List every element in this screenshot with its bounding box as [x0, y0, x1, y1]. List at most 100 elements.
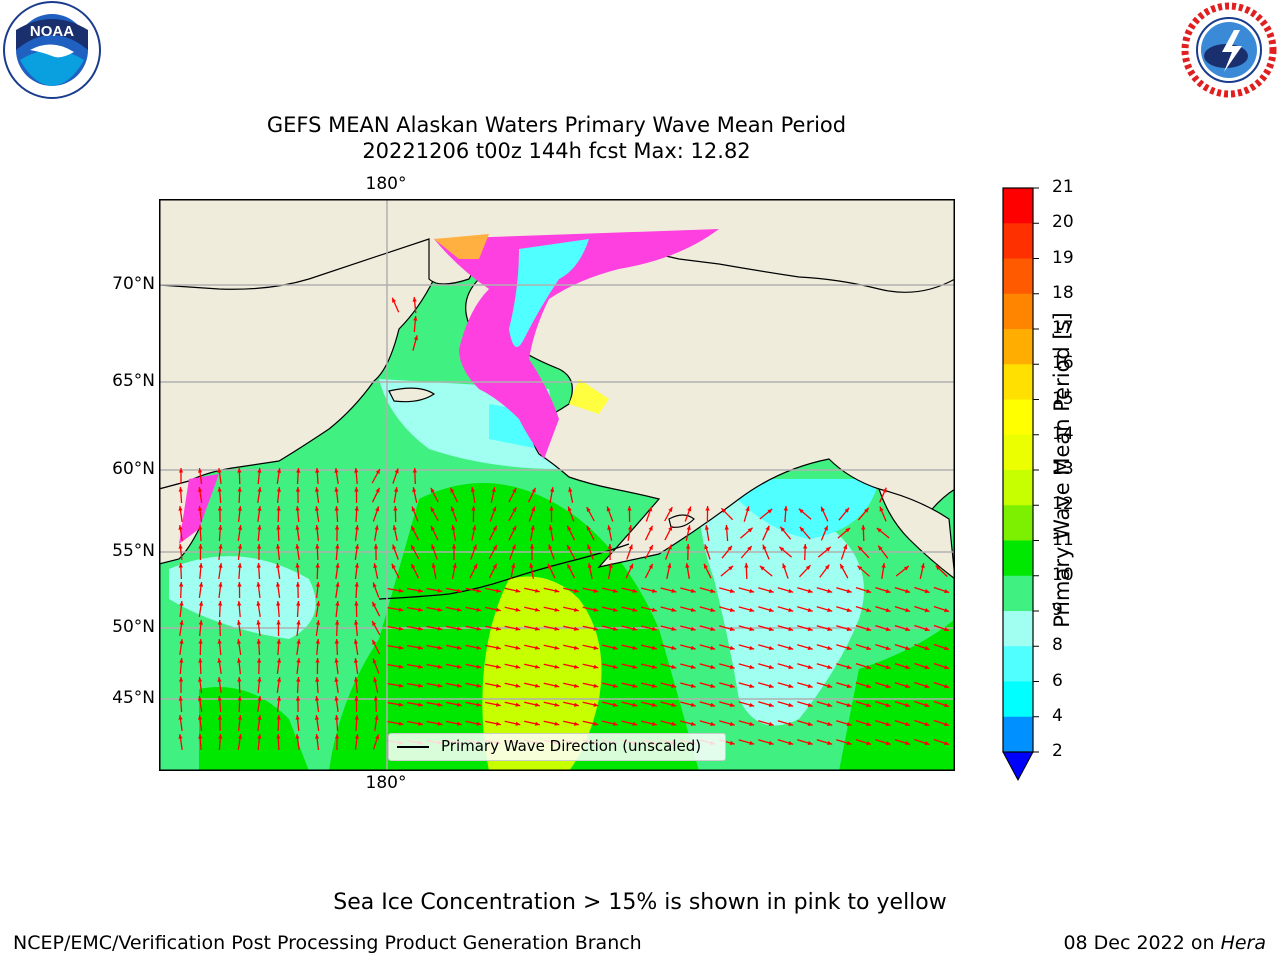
wave-arrow [465, 587, 482, 593]
wave-arrow [412, 335, 418, 351]
wave-arrow [469, 563, 478, 579]
wave-arrow [373, 563, 379, 579]
wave-arrow [354, 544, 360, 560]
lon-label-bottom: 180° [365, 773, 407, 793]
wave-arrow [875, 681, 891, 689]
wave-arrow [602, 701, 618, 707]
nws-logo [1178, 0, 1280, 104]
noaa-logo: NOAA [0, 0, 104, 104]
wave-arrow [276, 620, 281, 636]
wave-arrow [777, 587, 794, 593]
colorbar-tick-label: 8 [1052, 635, 1063, 656]
wave-arrow [387, 720, 404, 726]
wave-arrow [218, 600, 223, 618]
wave-arrow [699, 644, 716, 650]
wave-arrow [373, 677, 379, 693]
wave-arrow [641, 682, 657, 688]
colorbar-tick-label: 16 [1052, 353, 1074, 374]
wave-arrow [217, 505, 223, 523]
wave-arrow [529, 562, 535, 580]
wave-arrow [680, 682, 696, 688]
wave-arrow [314, 696, 320, 712]
wave-arrow [372, 658, 380, 674]
colorbar-segment [1003, 716, 1033, 753]
wave-arrow [933, 738, 950, 746]
wave-arrow [529, 544, 535, 560]
wave-arrow [664, 506, 673, 522]
colorbar-ticks [1033, 187, 1039, 753]
wave-arrow [641, 720, 657, 726]
colorbar-tick-label: 13 [1052, 459, 1074, 479]
wave-arrow [582, 625, 599, 631]
colorbar-segment [1003, 399, 1033, 436]
wave-arrow [508, 506, 517, 522]
wave-arrow [855, 643, 872, 651]
wave-arrow [621, 606, 638, 612]
wave-arrow [485, 644, 501, 650]
wave-arrow [426, 663, 443, 669]
wave-arrow [914, 643, 930, 651]
wave-arrow [430, 525, 439, 541]
wave-arrow [237, 506, 242, 522]
wave-arrow [334, 658, 339, 674]
wave-arrow [179, 657, 184, 675]
wave-arrow [738, 663, 755, 669]
wave-arrow [607, 543, 613, 561]
wave-arrow [387, 682, 404, 688]
wave-arrow [686, 543, 691, 561]
wave-arrow [563, 682, 579, 688]
wave-arrow [602, 720, 618, 726]
wave-arrow [699, 625, 716, 631]
lat-label-45: 45°N [112, 688, 155, 708]
wave-arrow [276, 696, 281, 712]
colorbar-tick-label: 12 [1052, 494, 1074, 515]
sea-ice-chukchi-pink [434, 229, 719, 459]
wave-arrow [391, 297, 400, 313]
wave-arrow [660, 720, 677, 726]
wave-arrow [334, 524, 340, 542]
wave-arrow [705, 505, 710, 523]
wave-arrow [296, 658, 301, 674]
wave-arrow [857, 545, 870, 559]
wave-arrow [777, 701, 794, 707]
wave-arrow [406, 606, 424, 612]
wave-arrow [837, 527, 851, 539]
wave-arrow [276, 487, 281, 503]
wave-arrow [641, 701, 657, 707]
wave-arrow [563, 720, 579, 726]
wave-arrow [276, 733, 281, 751]
wave-arrow [582, 720, 599, 726]
wave-arrow [524, 682, 540, 688]
wave-arrow [276, 524, 281, 542]
wave-arrow [471, 525, 477, 541]
wave-arrow [777, 625, 794, 631]
footer-left: NCEP/EMC/Verification Post Processing Pr… [13, 932, 642, 954]
wave-arrow [738, 739, 755, 745]
wave-arrow [783, 505, 788, 523]
wave-arrow [237, 467, 242, 485]
wave-arrow [563, 625, 579, 631]
wave-arrow [738, 701, 755, 707]
wave-arrow [803, 543, 808, 561]
wave-arrow [387, 606, 404, 612]
wave-arrow [315, 620, 321, 636]
wave-arrow [412, 487, 418, 503]
wave-arrow [719, 663, 735, 669]
wave-arrow [178, 506, 183, 522]
colorbar-segments [1003, 188, 1033, 753]
wave-arrow [699, 606, 716, 612]
wave-arrow [426, 606, 443, 612]
lat-label-65: 65°N [112, 371, 155, 391]
wave-arrow [933, 700, 950, 708]
wave-arrow [621, 587, 638, 593]
wave-arrow [566, 544, 576, 560]
wave-arrow [861, 524, 866, 542]
wave-arrow [524, 720, 540, 726]
wave-arrow [699, 587, 716, 593]
wave-arrow [919, 563, 925, 579]
wave-arrow [465, 606, 482, 612]
period-colorbar [1002, 187, 1039, 782]
wave-arrow [354, 563, 359, 579]
wave-arrow [315, 734, 320, 750]
wave-arrow [758, 720, 774, 726]
